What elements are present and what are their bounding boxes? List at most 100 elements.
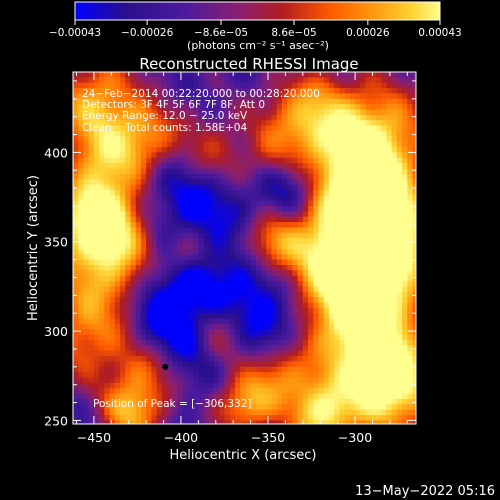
heatmap-cell (234, 409, 241, 416)
heatmap-cell (156, 206, 163, 212)
heatmap-cell (114, 270, 121, 277)
heatmap-cell (156, 147, 163, 153)
heatmap-cell (99, 388, 105, 395)
heatmap-cell (93, 366, 100, 373)
heatmap-cell (407, 377, 414, 384)
heatmap-cell (292, 163, 299, 170)
heatmap-cell (386, 313, 393, 320)
heatmap-cell (271, 307, 278, 314)
heatmap-cell (109, 152, 116, 159)
heatmap-cell (114, 248, 121, 255)
heatmap-cell (302, 248, 309, 255)
heatmap-cell (104, 131, 111, 137)
heatmap-cell (281, 393, 288, 400)
heatmap-cell (276, 404, 283, 411)
heatmap-cell (276, 152, 283, 159)
heatmap-cell (250, 265, 257, 271)
heatmap-cell (386, 216, 393, 223)
heatmap-cell (187, 222, 194, 229)
heatmap-cell (125, 372, 131, 379)
heatmap-cell (224, 281, 231, 288)
heatmap-cell (396, 173, 403, 180)
heatmap-cell (297, 393, 304, 400)
heatmap-cell (240, 302, 246, 309)
heatmap-cell (250, 163, 257, 170)
heatmap-cell (323, 131, 330, 137)
heatmap-cell (208, 88, 215, 95)
heatmap-cell (402, 409, 408, 416)
heatmap-cell (114, 157, 121, 164)
heatmap-cell (381, 136, 387, 143)
heatmap-cell (156, 345, 163, 352)
heatmap-cell (287, 377, 293, 384)
heatmap-cell (151, 179, 158, 186)
heatmap-cell (344, 136, 351, 143)
heatmap-cell (339, 265, 346, 271)
heatmap-cell (381, 200, 387, 207)
heatmap-cell (73, 286, 79, 293)
heatmap-cell (136, 426, 142, 432)
heatmap-cell (172, 93, 178, 100)
heatmap-cell (396, 141, 403, 148)
heatmap-cell (151, 120, 158, 127)
heatmap-cell (78, 189, 84, 196)
heatmap-cell (302, 206, 309, 212)
heatmap-cell (104, 82, 111, 89)
heatmap-cell (156, 238, 163, 245)
heatmap-cell (302, 93, 309, 100)
heatmap-cell (402, 382, 408, 389)
heatmap-cell (83, 109, 90, 116)
heatmap-cell (370, 114, 377, 121)
x-axis-label: Heliocentric X (arcsec) (170, 448, 317, 463)
heatmap-cell (339, 216, 346, 223)
heatmap-cell (224, 275, 231, 282)
heatmap-cell (245, 307, 252, 314)
heatmap-cell (292, 318, 299, 325)
heatmap-cell (339, 136, 346, 143)
heatmap-cell (120, 318, 126, 325)
heatmap-cell (140, 420, 147, 424)
heatmap-cell (140, 265, 147, 271)
heatmap-cell (99, 222, 105, 229)
heatmap-cell (365, 382, 372, 389)
heatmap-cell (328, 323, 335, 330)
heatmap-cell (167, 189, 173, 196)
heatmap-cell (140, 409, 147, 416)
heatmap-cell (104, 136, 111, 143)
heatmap-cell (187, 415, 194, 422)
heatmap-cell (125, 72, 131, 78)
heatmap-cell (412, 147, 416, 153)
heatmap-cell (161, 163, 168, 170)
heatmap-cell (313, 206, 320, 212)
heatmap-cell (281, 98, 288, 105)
heatmap-cell (198, 136, 205, 143)
heatmap-cell (83, 120, 90, 127)
heatmap-cell (308, 377, 314, 384)
heatmap-cell (187, 163, 194, 170)
heatmap-cell (172, 238, 178, 245)
heatmap-cell (396, 286, 403, 293)
heatmap-cell (255, 248, 262, 255)
heatmap-cell (125, 259, 131, 266)
heatmap-cell (245, 179, 252, 186)
heatmap-cell (99, 297, 105, 304)
heatmap-cell (109, 302, 116, 309)
heatmap-cell (187, 206, 194, 212)
heatmap-cell (182, 350, 189, 357)
heatmap-cell (276, 216, 283, 223)
heatmap-cell (318, 254, 325, 261)
heatmap-cell (386, 340, 393, 346)
heatmap-cell (313, 356, 320, 363)
heatmap-cell (328, 415, 335, 422)
heatmap-cell (208, 307, 215, 314)
heatmap-cell (198, 291, 205, 298)
heatmap-cell (355, 270, 361, 277)
heatmap-cell (73, 232, 79, 239)
heatmap-cell (177, 222, 184, 229)
heatmap-cell (172, 329, 178, 336)
heatmap-cell (339, 173, 346, 180)
heatmap-cell (167, 206, 173, 212)
heatmap-cell (250, 131, 257, 137)
heatmap-cell (297, 350, 304, 357)
heatmap-cell (255, 297, 262, 304)
